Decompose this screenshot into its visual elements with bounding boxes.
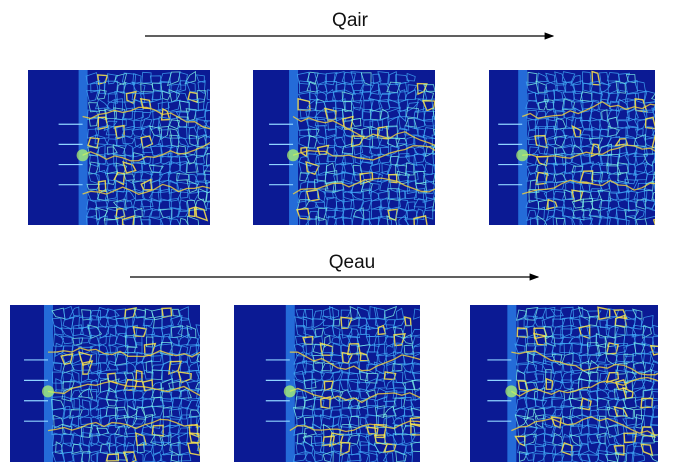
pore-cell [654,217,662,229]
pore-cell [435,190,444,202]
inlet-glow [42,385,54,397]
flow-image [28,70,217,229]
flow-image [10,305,209,462]
pore-cell [435,181,445,190]
page: {"top_arrow": {"label": "Qair"}, "bottom… [0,0,673,462]
inlet-glow [77,149,89,161]
image-content [489,70,665,230]
inlet-glow [505,385,517,397]
image-content [234,305,426,462]
image-content [470,305,664,462]
injection-band [518,70,527,225]
injection-band [286,305,295,462]
figure: Qair Qeau [0,0,673,462]
background [234,305,420,462]
flow-image [253,70,446,230]
injection-band [79,70,88,225]
inlet-glow [516,149,528,161]
image-content [10,305,209,462]
pore-cell [433,172,445,184]
inlet-glow [284,385,296,397]
bottom-arrow-label: Qeau [329,252,375,273]
flow-image [234,305,426,462]
top-arrow-label: Qair [332,10,369,31]
injection-band [44,305,53,462]
pore-cell [434,165,443,173]
image-content [253,70,446,230]
pore-cell [655,144,665,157]
pore-cell [654,181,663,191]
flow-image [489,70,665,230]
inlet-glow [287,149,299,161]
injection-band [289,70,298,225]
image-content [28,70,217,229]
pore-cell [655,154,662,167]
injection-band [507,305,516,462]
pore-cell [655,119,665,128]
flow-image [470,305,664,462]
